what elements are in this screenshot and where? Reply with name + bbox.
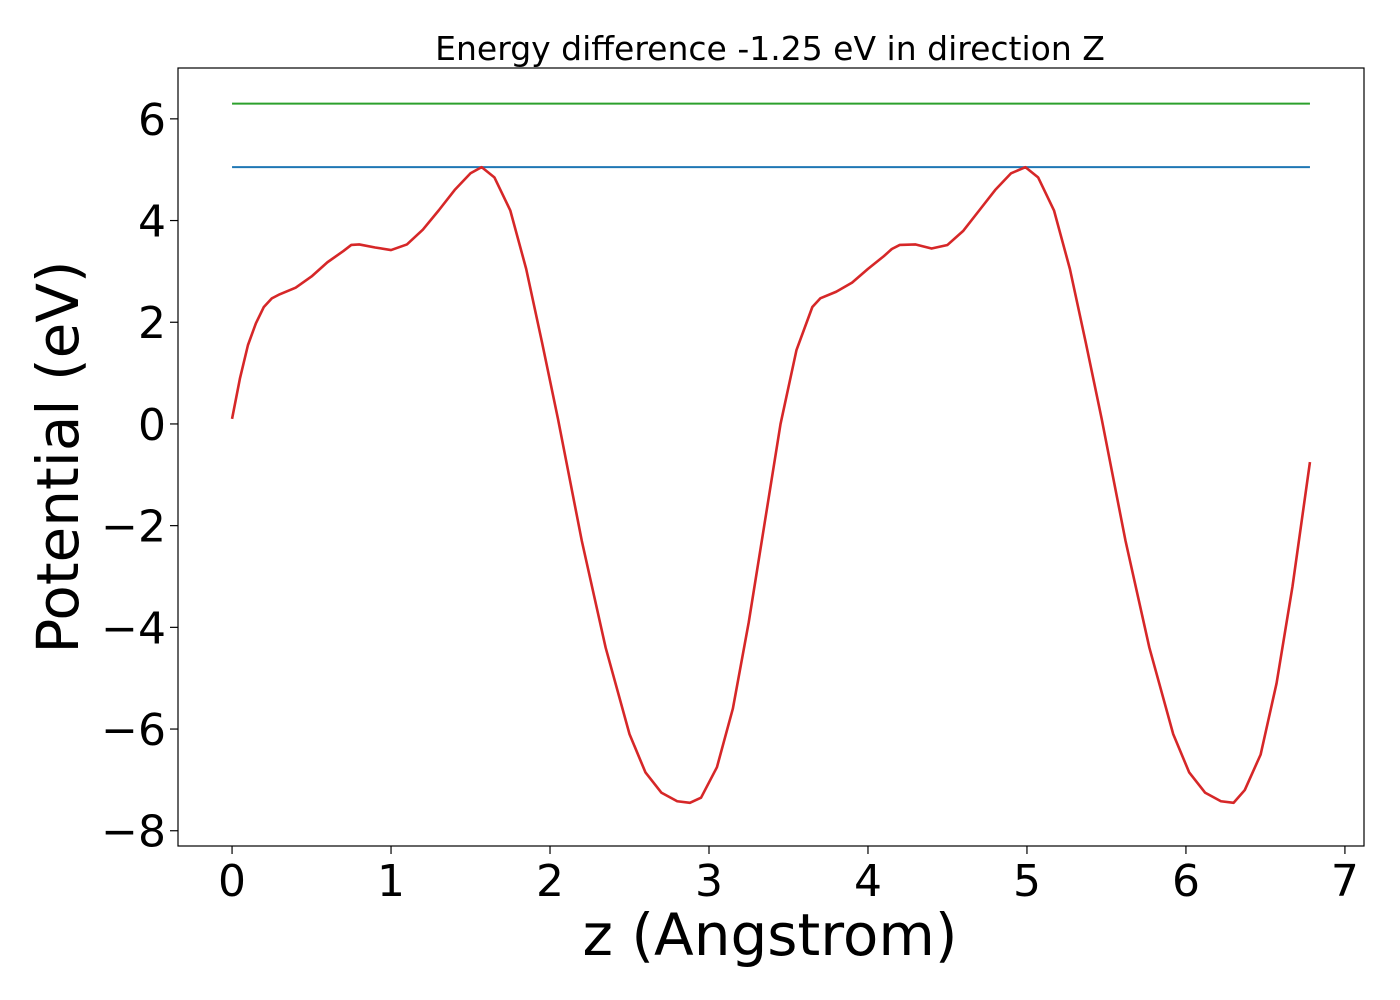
y-tick-label: −2 <box>101 502 166 553</box>
y-axis: 6 4 2 0 −2 −4 −6 −8 <box>101 95 178 858</box>
x-tick-label: 7 <box>1331 856 1359 907</box>
x-tick-label: 0 <box>218 856 246 907</box>
x-tick-label: 2 <box>536 856 564 907</box>
x-tick-label: 4 <box>854 856 882 907</box>
y-tick-label: 6 <box>138 95 166 146</box>
y-tick-label: 0 <box>138 400 166 451</box>
x-tick-label: 6 <box>1172 856 1200 907</box>
series-line-2 <box>230 165 1312 805</box>
y-axis-label: Potential (eV) <box>24 260 92 653</box>
x-tick-label: 5 <box>1013 856 1041 907</box>
x-tick-label: 1 <box>377 856 405 907</box>
plot-frame <box>177 67 1365 847</box>
y-tick-label: 2 <box>138 298 166 349</box>
y-tick-label: 4 <box>138 197 166 248</box>
y-tick-label: −6 <box>101 705 166 756</box>
x-axis-label: z (Angstrom) <box>583 901 958 969</box>
series-layer <box>230 102 1312 805</box>
chart-title: Energy difference -1.25 eV in direction … <box>435 29 1105 68</box>
y-tick-label: −4 <box>101 603 166 654</box>
y-tick-label: −8 <box>101 807 166 858</box>
x-tick-label: 3 <box>695 856 723 907</box>
x-axis: 0 1 2 3 4 5 6 7 <box>218 846 1359 907</box>
